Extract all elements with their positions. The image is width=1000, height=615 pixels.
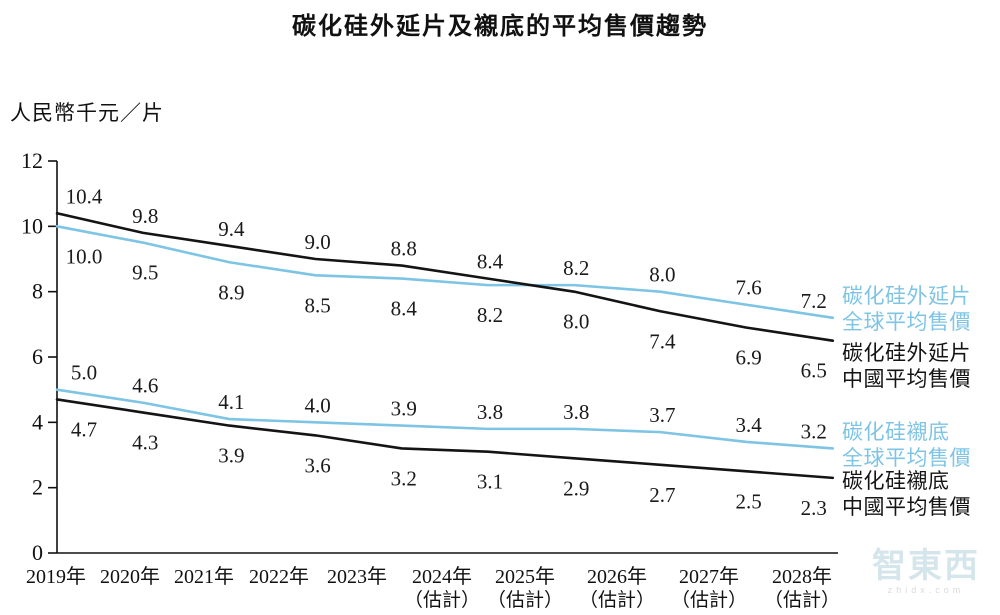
data-label: 8.5 — [304, 293, 330, 317]
series-line-epitaxial-global — [55, 225, 835, 320]
data-label: 8.0 — [563, 310, 589, 334]
data-label: 7.6 — [735, 276, 761, 300]
legend-epitaxial-china: 碳化硅外延片 中國平均售價 — [842, 340, 998, 392]
data-label: 2.5 — [735, 489, 761, 513]
data-label: 2.3 — [801, 496, 827, 520]
data-label: 5.0 — [71, 361, 97, 385]
legend-label: 中國平均售價 — [842, 367, 971, 391]
data-label: 3.2 — [801, 419, 827, 443]
data-label: 2.9 — [563, 476, 589, 500]
legend-substrate-global: 碳化硅襯底 全球平均售價 — [842, 419, 998, 471]
legend-substrate-china: 碳化硅襯底 中國平均售價 — [842, 468, 998, 520]
x-tick-note: （估計） — [404, 589, 480, 611]
chart-title: 碳化硅外延片及襯底的平均售價趨勢 — [292, 14, 708, 40]
data-label: 8.4 — [477, 250, 504, 274]
x-tick-label: 2027年 — [679, 565, 739, 588]
y-tick-label: 10 — [21, 213, 43, 238]
x-tick-label: 2024年 — [412, 565, 472, 588]
y-tick-label: 6 — [32, 344, 43, 369]
data-label: 10.0 — [66, 244, 103, 268]
x-tick-label: 2019年 — [26, 565, 86, 588]
data-label: 6.9 — [735, 346, 761, 370]
data-label: 4.7 — [71, 417, 97, 441]
data-label: 3.9 — [218, 444, 244, 468]
data-label: 2.7 — [649, 483, 675, 507]
data-label: 4.3 — [132, 431, 158, 455]
data-label: 9.0 — [304, 230, 330, 254]
legend-label: 中國平均售價 — [842, 495, 971, 519]
data-label: 10.4 — [66, 184, 103, 208]
data-label: 4.0 — [304, 393, 330, 417]
y-tick-label: 0 — [32, 540, 43, 565]
data-label: 4.6 — [132, 374, 158, 398]
data-label: 7.2 — [801, 289, 827, 313]
data-label: 8.2 — [563, 256, 589, 280]
x-tick-label: 2020年 — [100, 565, 160, 588]
data-label: 3.6 — [304, 453, 330, 477]
x-tick-label: 2022年 — [249, 565, 309, 588]
x-tick-note: （估計） — [671, 589, 747, 611]
data-label: 3.9 — [391, 397, 417, 421]
data-label: 9.5 — [132, 261, 158, 285]
x-tick-label: 2028年 — [772, 565, 832, 588]
x-tick-note: （估計） — [487, 589, 563, 611]
x-tick-note: （估計） — [764, 589, 840, 611]
legend-label: 全球平均售價 — [842, 310, 971, 334]
y-tick-label: 2 — [32, 475, 43, 500]
legend-label: 全球平均售價 — [842, 446, 971, 470]
data-label: 8.4 — [391, 297, 418, 321]
legend-epitaxial-global: 碳化硅外延片 全球平均售價 — [842, 283, 998, 335]
data-label: 4.1 — [218, 390, 244, 414]
y-tick-label: 12 — [21, 148, 43, 173]
data-label: 8.9 — [218, 280, 244, 304]
legend-label: 碳化硅外延片 — [842, 284, 971, 308]
x-tick-label: 2021年 — [174, 565, 234, 588]
series-line-substrate-global — [55, 388, 835, 450]
y-axis-unit-label: 人民幣千元／片 — [10, 101, 164, 125]
legend-label: 碳化硅襯底 — [842, 420, 950, 444]
x-tick-note: （估計） — [579, 589, 655, 611]
y-tick-label: 4 — [32, 409, 43, 434]
x-tick-label: 2026年 — [587, 565, 647, 588]
data-label: 3.8 — [477, 400, 503, 424]
x-tick-label: 2025年 — [495, 565, 555, 588]
data-label: 9.4 — [218, 217, 245, 241]
data-label: 8.2 — [477, 303, 503, 327]
data-label: 7.4 — [649, 329, 676, 353]
series-line-substrate-china — [55, 398, 835, 480]
data-label: 3.7 — [649, 403, 675, 427]
series-line-epitaxial-china — [55, 211, 835, 342]
legend-label: 碳化硅襯底 — [842, 469, 950, 493]
data-label: 9.8 — [132, 204, 158, 228]
data-label: 3.2 — [391, 466, 417, 490]
data-label: 3.8 — [563, 400, 589, 424]
y-tick-label: 8 — [32, 279, 43, 304]
data-label: 3.4 — [735, 413, 762, 437]
x-tick-label: 2023年 — [327, 565, 387, 588]
data-label: 8.8 — [391, 237, 417, 261]
data-label: 8.0 — [649, 263, 675, 287]
legend-label: 碳化硅外延片 — [842, 341, 971, 365]
data-label: 6.5 — [801, 359, 827, 383]
data-label: 3.1 — [477, 470, 503, 494]
